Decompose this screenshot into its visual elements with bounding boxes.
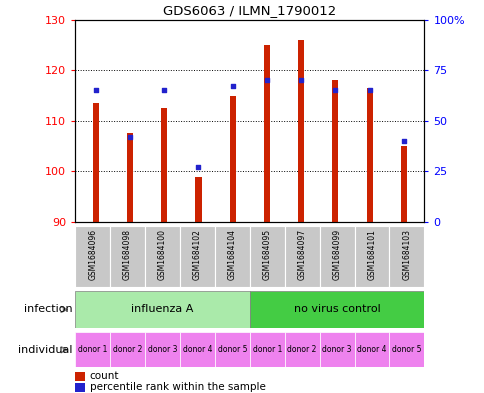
Bar <box>400 146 406 222</box>
Bar <box>229 95 235 222</box>
Text: individual: individual <box>18 345 73 355</box>
Bar <box>180 332 214 367</box>
Text: donor 4: donor 4 <box>182 345 212 354</box>
Text: GSM1684098: GSM1684098 <box>123 229 132 280</box>
Point <box>297 77 304 84</box>
Bar <box>319 226 354 287</box>
Bar <box>284 332 319 367</box>
Bar <box>110 332 145 367</box>
Text: GSM1684099: GSM1684099 <box>332 229 341 280</box>
Bar <box>354 226 389 287</box>
Text: GSM1684103: GSM1684103 <box>402 229 410 280</box>
Text: infection: infection <box>24 305 73 314</box>
Text: GSM1684095: GSM1684095 <box>262 229 271 280</box>
Text: donor 1: donor 1 <box>78 345 107 354</box>
Bar <box>92 103 99 222</box>
Bar <box>75 332 110 367</box>
Point <box>126 134 134 140</box>
Text: GSM1684096: GSM1684096 <box>88 229 97 280</box>
Bar <box>284 226 319 287</box>
Text: count: count <box>90 371 119 381</box>
Bar <box>249 332 284 367</box>
Point <box>399 138 407 144</box>
Bar <box>354 332 389 367</box>
Point <box>194 164 202 171</box>
Bar <box>214 332 249 367</box>
Bar <box>180 226 214 287</box>
Bar <box>75 372 85 381</box>
Bar <box>249 226 284 287</box>
Bar <box>161 108 167 222</box>
Bar <box>75 291 249 328</box>
Text: donor 3: donor 3 <box>322 345 351 354</box>
Text: donor 3: donor 3 <box>148 345 177 354</box>
Bar <box>366 88 372 222</box>
Text: donor 4: donor 4 <box>357 345 386 354</box>
Bar <box>145 226 180 287</box>
Text: donor 1: donor 1 <box>252 345 281 354</box>
Text: GSM1684100: GSM1684100 <box>158 229 166 280</box>
Bar <box>249 291 424 328</box>
Bar <box>319 332 354 367</box>
Text: donor 2: donor 2 <box>113 345 142 354</box>
Point <box>262 77 270 84</box>
Bar <box>298 40 303 222</box>
Bar <box>75 383 85 392</box>
Bar <box>332 81 338 222</box>
Text: donor 5: donor 5 <box>217 345 246 354</box>
Text: percentile rank within the sample: percentile rank within the sample <box>90 382 265 392</box>
Title: GDS6063 / ILMN_1790012: GDS6063 / ILMN_1790012 <box>163 4 336 17</box>
Bar <box>110 226 145 287</box>
Bar <box>75 226 110 287</box>
Text: GSM1684097: GSM1684097 <box>297 229 306 280</box>
Bar <box>195 176 201 222</box>
Bar <box>214 226 249 287</box>
Point <box>365 87 373 94</box>
Point <box>160 87 168 94</box>
Text: influenza A: influenza A <box>131 305 193 314</box>
Text: GSM1684101: GSM1684101 <box>367 229 376 280</box>
Text: donor 5: donor 5 <box>392 345 421 354</box>
Point <box>91 87 99 94</box>
Text: donor 2: donor 2 <box>287 345 316 354</box>
Bar <box>263 45 270 222</box>
Text: no virus control: no virus control <box>293 305 379 314</box>
Text: GSM1684104: GSM1684104 <box>227 229 236 280</box>
Bar <box>389 332 424 367</box>
Point <box>331 87 338 94</box>
Bar <box>145 332 180 367</box>
Bar <box>127 134 133 222</box>
Point <box>228 83 236 90</box>
Bar <box>389 226 424 287</box>
Text: GSM1684102: GSM1684102 <box>193 229 201 280</box>
